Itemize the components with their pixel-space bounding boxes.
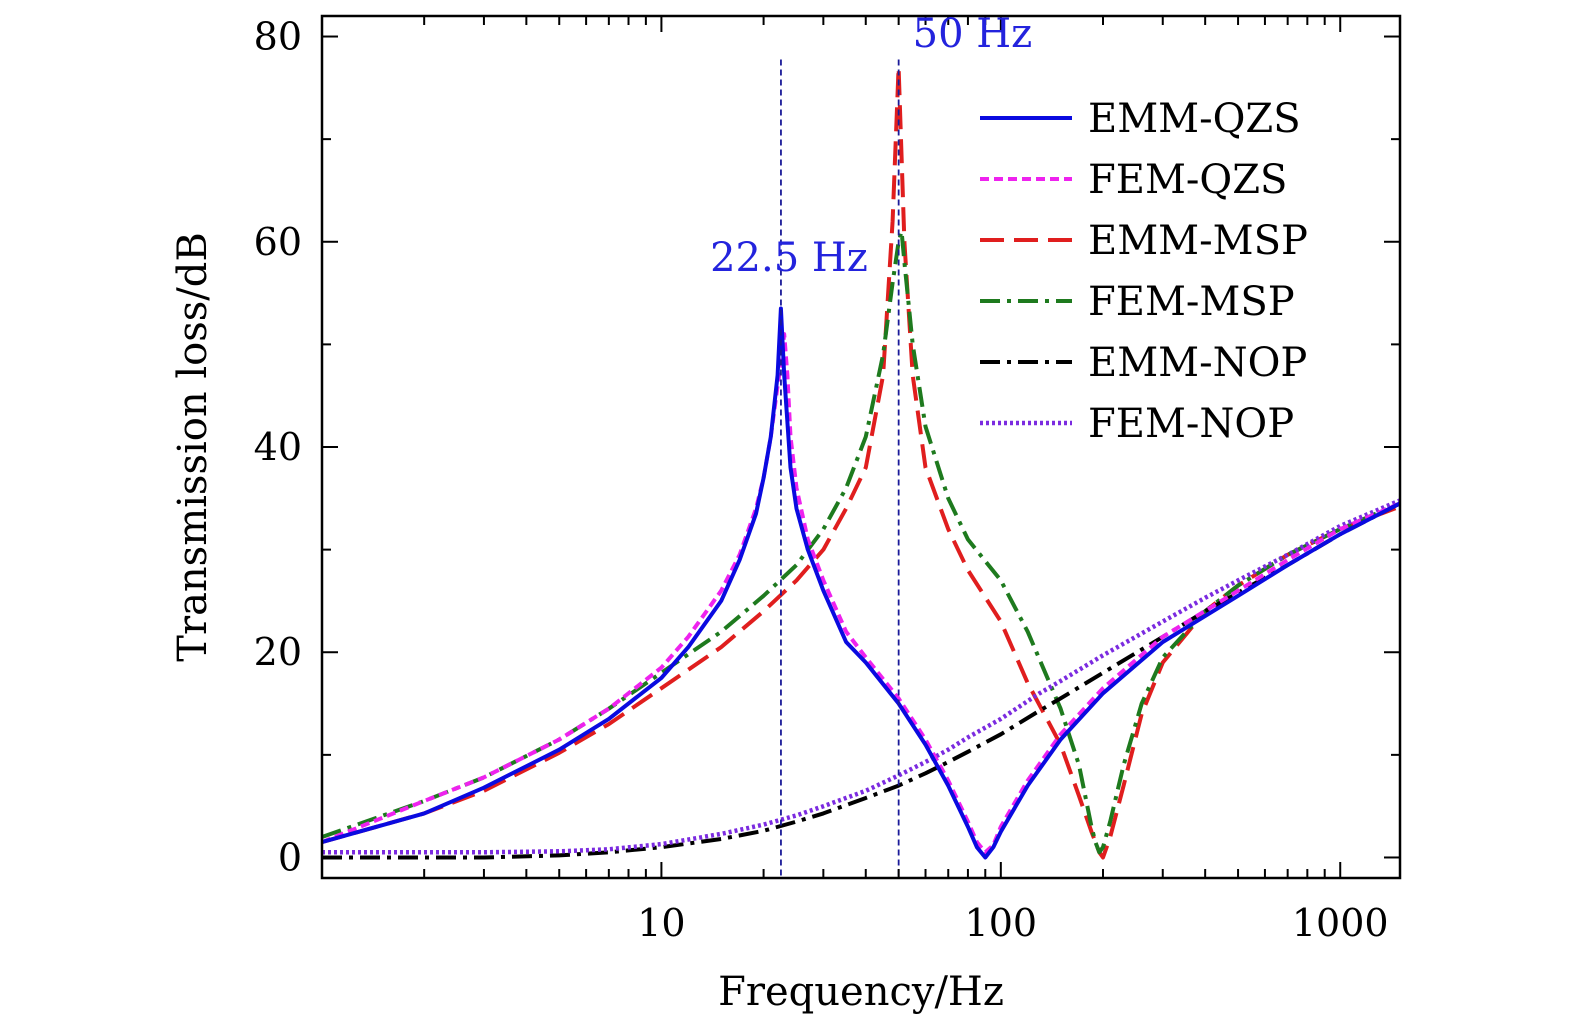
- legend-label-fem-qzs: FEM-QZS: [1088, 157, 1287, 203]
- legend-label-emm-msp: EMM-MSP: [1088, 218, 1308, 264]
- series-line-emm-qzs: [322, 306, 1400, 860]
- series-line-fem-msp: [322, 229, 1400, 855]
- x-tick-label: 10: [637, 901, 685, 945]
- x-tick-label: 1000: [1292, 901, 1389, 945]
- annotations: 22.5 Hz 50 Hz: [710, 11, 1032, 281]
- series-layer: [322, 65, 1400, 860]
- y-tick-label: 80: [254, 15, 302, 59]
- series-line-emm-nop: [322, 501, 1400, 860]
- y-tick-label: 0: [278, 835, 302, 879]
- series-line-emm-msp: [322, 65, 1400, 860]
- annotation-1: 50 Hz: [913, 11, 1033, 57]
- legend-label-fem-nop: FEM-NOP: [1088, 401, 1294, 447]
- legend-label-fem-msp: FEM-MSP: [1088, 279, 1295, 325]
- x-axis-title: Frequency/Hz: [718, 969, 1004, 1015]
- series-line-fem-qzs: [322, 332, 1400, 855]
- annotation-0: 22.5 Hz: [710, 235, 868, 281]
- legend-label-emm-qzs: EMM-QZS: [1088, 96, 1301, 142]
- y-tick-label: 60: [254, 220, 302, 264]
- axis-ticks: [321, 16, 1400, 878]
- legend-label-emm-nop: EMM-NOP: [1088, 340, 1307, 386]
- series-line-fem-nop: [322, 498, 1400, 855]
- y-tick-label: 20: [254, 630, 302, 674]
- x-tick-label: 100: [965, 901, 1038, 945]
- reference-lines: [780, 57, 900, 876]
- legend: EMM-QZS FEM-QZS EMM-MSP FEM-MSP EMM-NOP FEM-N…: [980, 96, 1308, 447]
- y-tick-label: 40: [254, 425, 302, 469]
- y-axis-title: Transmission loss/dB: [170, 232, 216, 661]
- tick-labels: 10 100 1000 0 20 40 60 80: [254, 15, 1389, 945]
